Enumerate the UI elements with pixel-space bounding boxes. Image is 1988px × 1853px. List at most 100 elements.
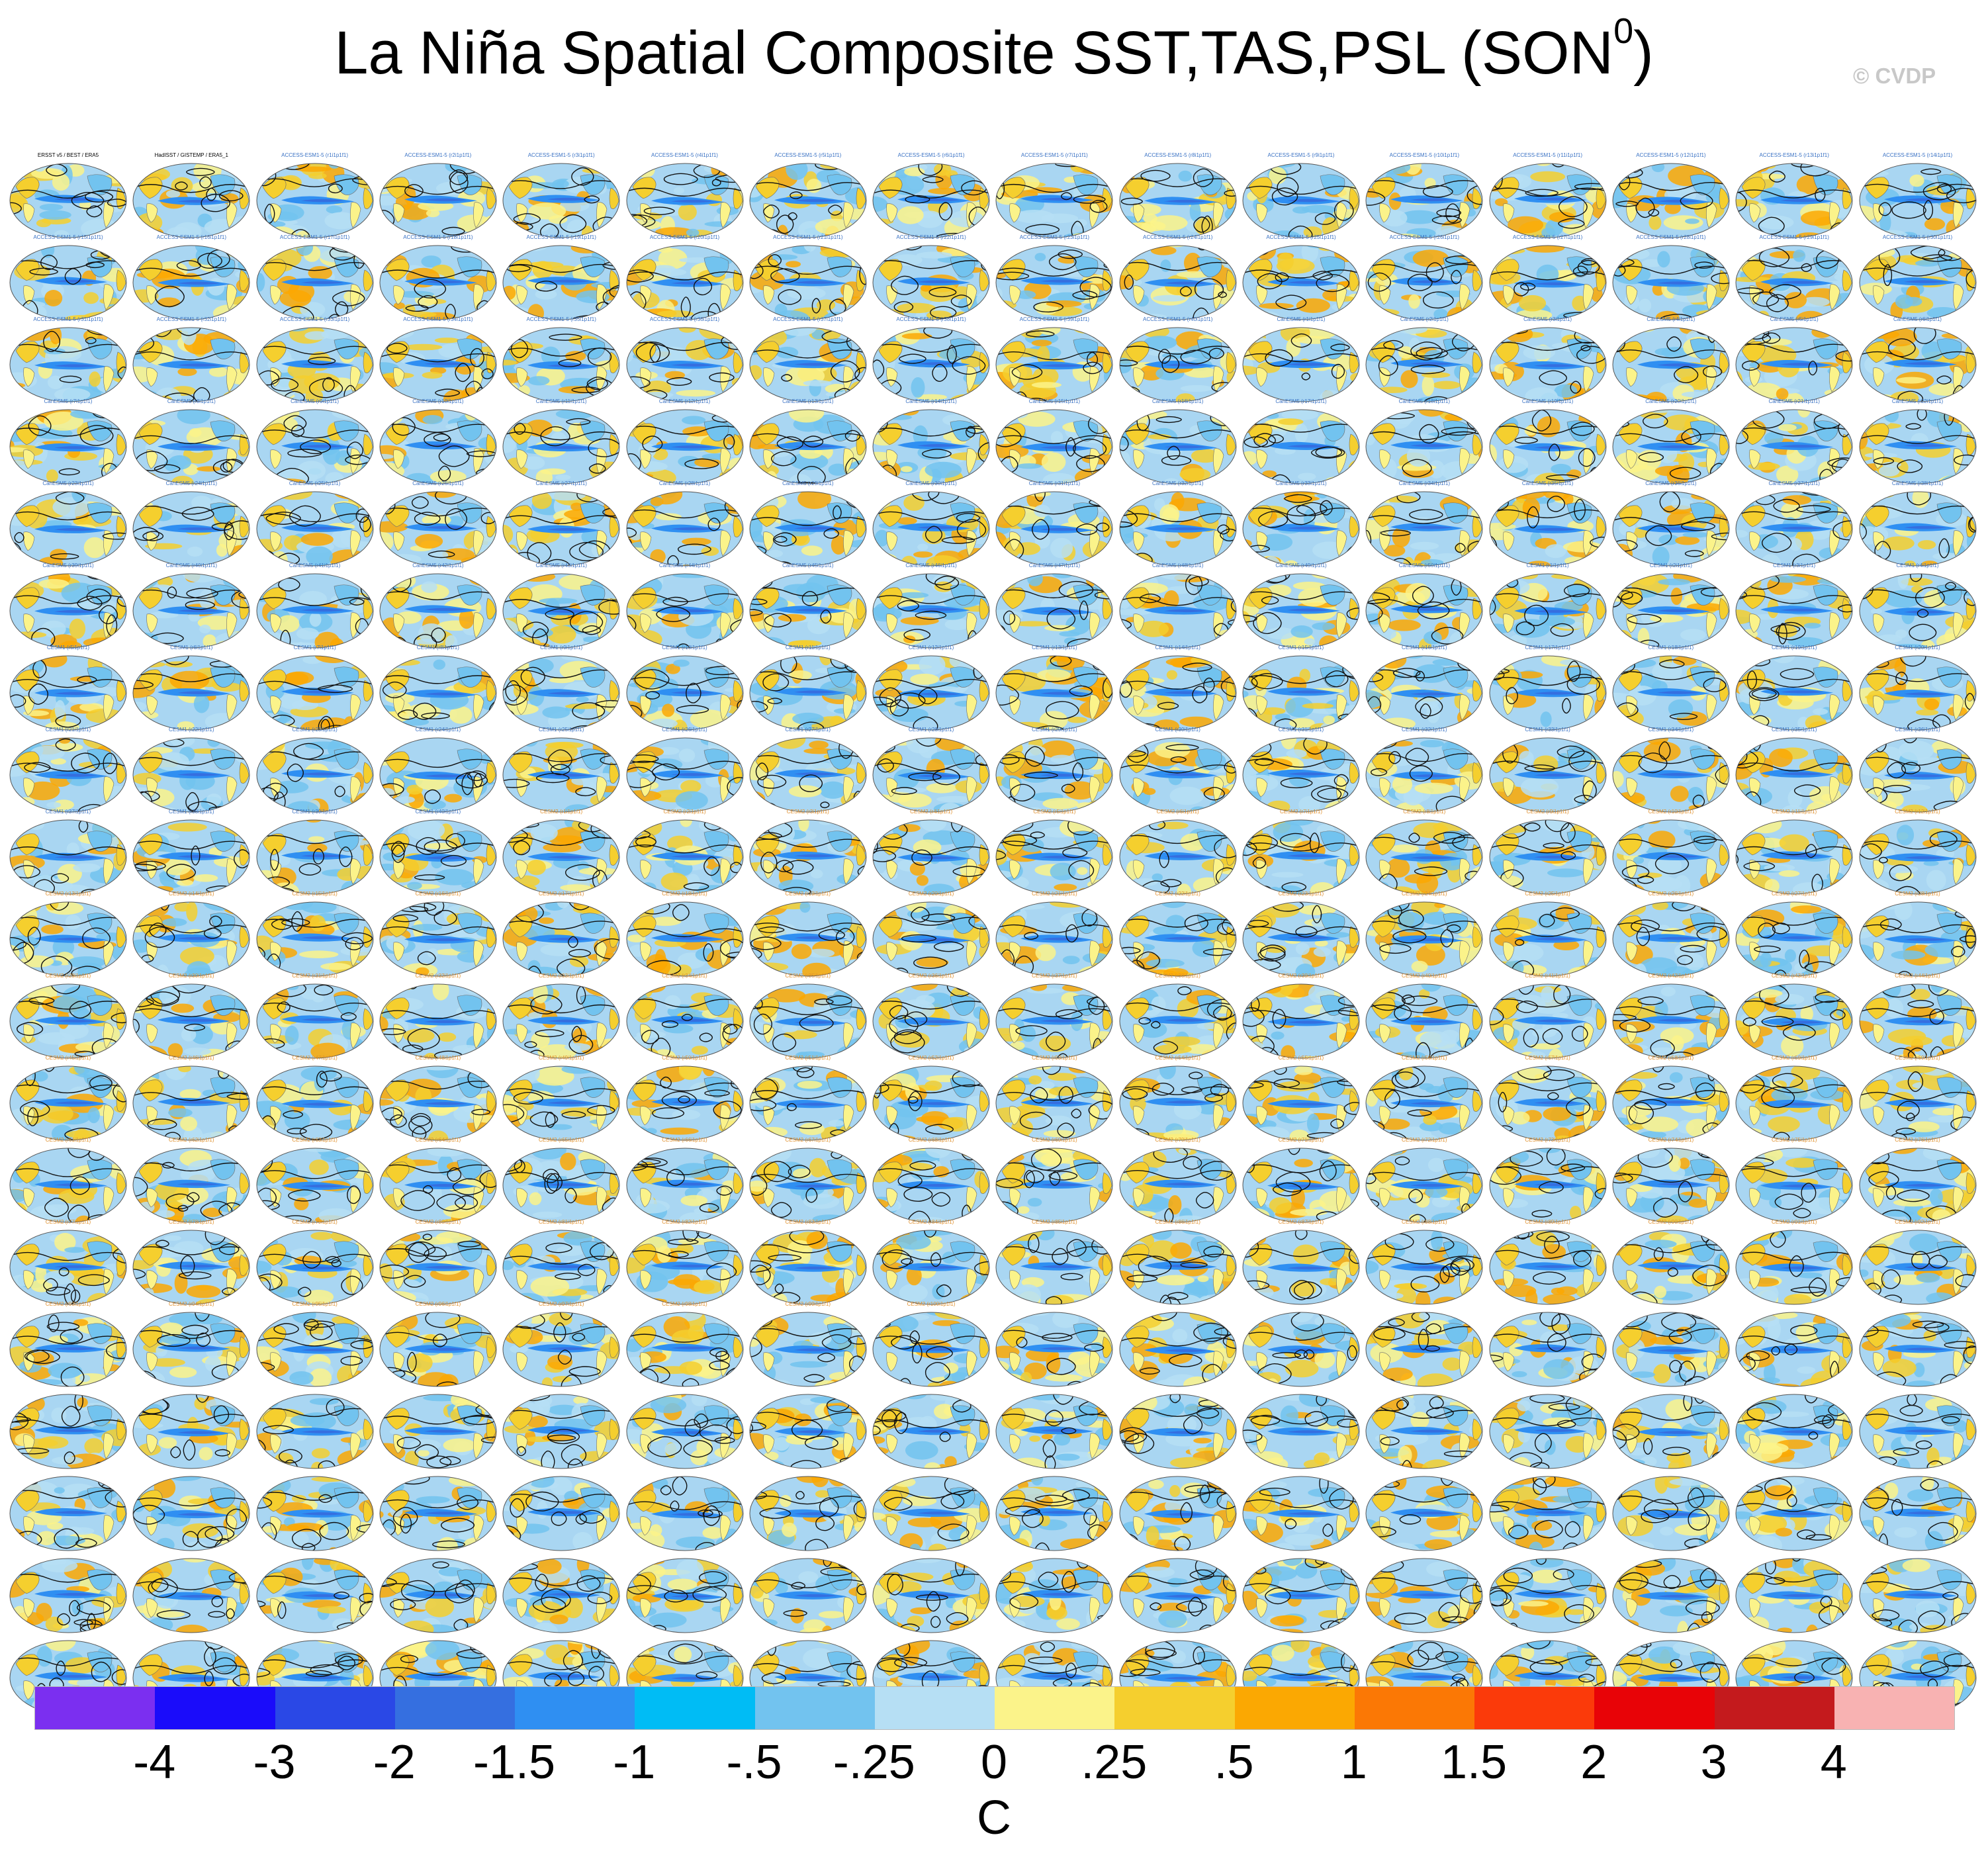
globe-map: [995, 737, 1113, 813]
globe-map: [1489, 1394, 1607, 1469]
map-panel: CESM1 (r24i1p1f1): [378, 727, 498, 814]
globe-map: [995, 1476, 1113, 1551]
panel-label: CESM2 (r84i1p1f1): [908, 1219, 954, 1225]
globe-map: [1859, 163, 1976, 238]
globe-map: [626, 327, 743, 402]
panel-label: CanESM5 (r28i1p1f1): [658, 480, 711, 486]
map-panel: CESM2 (r32i1p1f1): [378, 973, 498, 1060]
map-panel: ACCESS-ESM1-5 (r3i1p1f1): [501, 152, 621, 240]
map-panel: ACCESS-ESM1-5 (r35i1p1f1): [501, 316, 621, 404]
map-panel: CESM2 (r91i1p1f1): [1734, 1219, 1854, 1306]
map-panel: CanESM5 (r36i1p1f1): [1611, 480, 1731, 568]
map-panel: CESM1 (r40i1p1f1): [378, 809, 498, 896]
globe-map: [1859, 573, 1976, 649]
map-panel: [378, 1557, 498, 1635]
globe-map: [1119, 163, 1237, 238]
map-panel: CESM1 (r12i1p1f1): [871, 645, 991, 732]
map-panel: [994, 1310, 1114, 1388]
panel-label: CESM2 (r22i1p1f1): [1155, 891, 1200, 897]
globe-map: [1119, 1230, 1237, 1305]
title-close: ): [1633, 19, 1654, 87]
map-panel: CESM2 (r44i1p1f1): [1858, 973, 1978, 1060]
panel-label: CanESM5 (r6i1p1f1): [1893, 316, 1942, 322]
map-panel: ACCESS-ESM1-5 (r5i1p1f1): [748, 152, 868, 240]
panel-label: CESM2 (r3i1p1f1): [786, 809, 829, 815]
panel-label: CESM2 (r60i1p1f1): [1895, 1055, 1940, 1061]
map-panel: [1118, 1310, 1238, 1388]
map-panel: ACCESS-ESM1-5 (r12i1p1f1): [1611, 152, 1731, 240]
globe-map: [1365, 163, 1483, 238]
map-panel: [1611, 1557, 1731, 1635]
map-panel: CESM2 (r9i1p1f1): [1488, 809, 1608, 896]
globe-map: [995, 327, 1113, 402]
map-panel: CESM1 (r9i1p1f1): [501, 645, 621, 732]
globe-map: [132, 737, 250, 813]
globe-map: [626, 737, 743, 813]
panel-label: ACCESS-ESM1-5 (r28i1p1f1): [1636, 234, 1706, 240]
panel-label: CESM2 (r66i1p1f1): [662, 1137, 707, 1143]
map-panel: CESM1 (r15i1p1f1): [1241, 645, 1361, 732]
panel-label: CESM1 (r21i1p1f1): [45, 727, 91, 733]
globe-map: [132, 1148, 250, 1223]
panel-label: CESM1 (r19i1p1f1): [1771, 645, 1817, 651]
globe-map: [995, 245, 1113, 320]
globe-map: [1365, 901, 1483, 977]
globe-map: [379, 819, 497, 895]
map-panel: CanESM5 (r39i1p1f1): [8, 563, 128, 650]
map-panel: CanESM5 (r18i1p1f1): [1364, 398, 1484, 486]
map-panel: CESM2 (r47i1p1f1): [255, 1055, 375, 1142]
panel-label: CESM2 (r45i1p1f1): [45, 1055, 91, 1061]
map-panel: [1858, 1474, 1978, 1553]
globe-map: [1612, 1065, 1730, 1141]
map-panel: CESM2 (r13i1p1f1): [8, 891, 128, 978]
panel-label: ACCESS-ESM1-5 (r7i1p1f1): [1020, 152, 1088, 158]
map-panel: [748, 1557, 868, 1635]
map-panel: CESM2 (r89i1p1f1): [1488, 1219, 1608, 1306]
panel-label: CESM2 (r54i1p1f1): [1155, 1055, 1200, 1061]
globe-map: [1735, 1230, 1853, 1305]
panel-label: CESM2 (r86i1p1f1): [1155, 1219, 1200, 1225]
panel-label: CESM1 (r9i1p1f1): [540, 645, 583, 651]
map-panel: CESM2 (r19i1p1f1): [748, 891, 868, 978]
map-panel: [625, 1557, 745, 1635]
map-panel: [8, 1557, 128, 1635]
globe-map: [1612, 1312, 1730, 1387]
map-panel: CESM2 (r54i1p1f1): [1118, 1055, 1238, 1142]
map-panel: CESM2 (r25i1p1f1): [1488, 891, 1608, 978]
panel-label: ACCESS-ESM1-5 (r26i1p1f1): [1389, 234, 1459, 240]
globe-map: [1859, 819, 1976, 895]
panel-label: CanESM5 (r41i1p1f1): [289, 563, 341, 568]
panel-label: CESM2 (r90i1p1f1): [1648, 1219, 1694, 1225]
map-panel: [1734, 1392, 1854, 1470]
globe-map: [256, 1230, 374, 1305]
panel-label: CanESM5 (r45i1p1f1): [782, 563, 834, 568]
map-panel: ACCESS-ESM1-5 (r37i1p1f1): [748, 316, 868, 404]
globe-map: [1489, 1065, 1607, 1141]
map-panel: CESM2 (r26i1p1f1): [1611, 891, 1731, 978]
globe-map: [379, 409, 497, 484]
globe-map: [1735, 1065, 1853, 1141]
panel-label: CanESM5 (r21i1p1f1): [1768, 398, 1820, 404]
map-panel: [871, 1474, 991, 1553]
panel-label: CESM2 (r4i1p1f1): [910, 809, 953, 815]
figure-title: La Niña Spatial Composite SST,TAS,PSL (S…: [334, 13, 1654, 87]
globe-map: [1489, 1312, 1607, 1387]
globe-map: [1242, 245, 1360, 320]
panel-label: CanESM5 (r26i1p1f1): [412, 480, 464, 486]
map-panel: CESM1 (r14i1p1f1): [1118, 645, 1238, 732]
map-panel: CanESM5 (r10i1p1f1): [378, 398, 498, 486]
map-panel: CESM2 (r59i1p1f1): [1734, 1055, 1854, 1142]
globe-map: [626, 1230, 743, 1305]
map-panel: CESM1 (r3i1p1f1): [1734, 563, 1854, 650]
panel-label: CESM2 (r67i1p1f1): [785, 1137, 831, 1143]
globe-map: [9, 491, 127, 566]
panel-label: CanESM5 (r42i1p1f1): [412, 563, 464, 568]
globe-map: [749, 1476, 867, 1551]
globe-map: [749, 245, 867, 320]
globe-map: [1489, 245, 1607, 320]
map-panel: CanESM5 (r50i1p1f1): [1364, 563, 1484, 650]
map-panel: CanESM5 (r15i1p1f1): [994, 398, 1114, 486]
globe-map: [132, 1476, 250, 1551]
panel-label: CanESM5 (r31i1p1f1): [1028, 480, 1081, 486]
map-panel: [255, 1557, 375, 1635]
